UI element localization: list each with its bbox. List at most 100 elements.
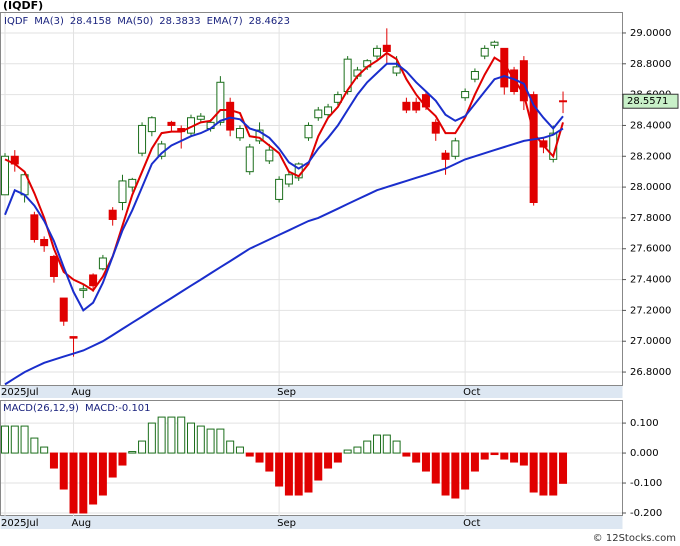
candle-body bbox=[226, 101, 235, 131]
y-tick-label: 27.0000 bbox=[630, 336, 671, 347]
legend-value: 28.4158 bbox=[70, 16, 111, 27]
y-tick-label: -0.100 bbox=[630, 478, 662, 489]
legend-value: 28.4623 bbox=[249, 16, 290, 27]
macd-bar bbox=[294, 452, 303, 496]
y-tick-label: 0.100 bbox=[630, 418, 659, 429]
macd-bar bbox=[284, 452, 293, 496]
candle-body bbox=[40, 238, 49, 247]
candle-body bbox=[128, 178, 137, 188]
y-tick-label: 27.6000 bbox=[630, 244, 671, 255]
macd-bar bbox=[40, 446, 49, 454]
macd-bar bbox=[529, 452, 538, 493]
y-tick-label: 28.2000 bbox=[630, 151, 671, 162]
macd-bar bbox=[1, 425, 9, 454]
candle-body bbox=[98, 257, 107, 270]
date-strip bbox=[0, 516, 623, 529]
macd-bar bbox=[314, 452, 323, 481]
candle-body bbox=[382, 44, 391, 52]
candle-body bbox=[559, 100, 568, 103]
candle-body bbox=[69, 336, 78, 339]
macd-bar bbox=[431, 452, 440, 484]
y-tick-label: 26.8000 bbox=[630, 367, 671, 378]
macd-bar bbox=[549, 452, 558, 496]
candle-body bbox=[167, 121, 176, 126]
macd-bar bbox=[480, 452, 489, 460]
candle-body bbox=[490, 41, 499, 46]
ma-line bbox=[4, 51, 564, 292]
macd-bar bbox=[167, 416, 176, 454]
watermark: © 12Stocks.com bbox=[593, 533, 676, 544]
y-tick-label: 29.0000 bbox=[630, 28, 671, 39]
macd-bar bbox=[59, 452, 68, 490]
y-tick-label: 27.2000 bbox=[630, 305, 671, 316]
x-tick-label: Aug bbox=[72, 387, 92, 398]
macd-bar bbox=[235, 446, 244, 454]
macd-bar bbox=[30, 437, 39, 454]
x-tick-label: Aug bbox=[72, 518, 92, 529]
chart-title: (IQDF) bbox=[3, 0, 43, 12]
macd-title: MACD(26,12,9) bbox=[3, 403, 79, 414]
candle-body bbox=[108, 209, 117, 220]
macd-bar bbox=[128, 451, 137, 454]
macd-bar bbox=[118, 452, 127, 466]
candle-body bbox=[89, 274, 98, 287]
macd-bar bbox=[470, 452, 479, 472]
x-tick-label: 2025Jul bbox=[1, 518, 39, 529]
macd-bar bbox=[519, 452, 528, 466]
x-tick-label: Oct bbox=[463, 387, 480, 398]
candle-body bbox=[324, 106, 333, 116]
macd-bar bbox=[304, 452, 313, 493]
macd-bar bbox=[79, 452, 88, 514]
candle-body bbox=[441, 152, 450, 160]
macd-bar bbox=[402, 452, 411, 457]
macd-bar bbox=[510, 452, 519, 463]
candle-body bbox=[138, 124, 147, 154]
macd-bar bbox=[196, 425, 205, 454]
macd-value: MACD:-0.101 bbox=[85, 403, 151, 414]
y-tick-label: 27.8000 bbox=[630, 213, 671, 224]
macd-bar bbox=[382, 434, 391, 454]
candle-body bbox=[255, 129, 264, 142]
last-price-box bbox=[622, 93, 679, 109]
candle-body bbox=[147, 117, 156, 133]
macd-bar bbox=[216, 428, 225, 454]
y-tick-label: -0.200 bbox=[630, 508, 662, 519]
candle-body bbox=[431, 121, 440, 134]
candle-body bbox=[59, 297, 68, 322]
y-tick-label: 27.4000 bbox=[630, 275, 671, 286]
macd-bar bbox=[539, 452, 548, 496]
macd-bar bbox=[177, 416, 186, 454]
date-strip bbox=[0, 386, 623, 398]
macd-bar bbox=[89, 452, 98, 505]
candle-body bbox=[392, 66, 401, 74]
candle-body bbox=[480, 47, 489, 57]
marks bbox=[1, 28, 568, 514]
macd-bar bbox=[255, 452, 264, 463]
macd-bar bbox=[324, 452, 333, 469]
legend-name: MA(3) bbox=[34, 16, 64, 27]
macd-bar bbox=[275, 452, 284, 487]
macd-bar bbox=[500, 452, 509, 460]
macd-bar bbox=[147, 422, 156, 454]
candle-body bbox=[333, 94, 342, 103]
macd-bar bbox=[20, 425, 29, 454]
macd-bar bbox=[49, 452, 58, 469]
candle-body bbox=[519, 60, 528, 102]
macd-bar bbox=[392, 440, 401, 454]
candle-body bbox=[470, 70, 479, 80]
y-tick-label: 28.8000 bbox=[630, 59, 671, 70]
candle-body bbox=[196, 115, 205, 120]
x-tick-label: Sep bbox=[277, 387, 296, 398]
macd-bar bbox=[412, 452, 421, 463]
ma-line bbox=[4, 127, 564, 386]
candle-body bbox=[412, 101, 421, 111]
macd-bar bbox=[187, 422, 196, 454]
candle-body bbox=[118, 180, 127, 204]
x-tick-label: Oct bbox=[463, 518, 480, 529]
legend-name: EMA(7) bbox=[207, 16, 243, 27]
macd-bar bbox=[10, 425, 19, 454]
macd-bar bbox=[265, 452, 274, 472]
macd-bar bbox=[333, 452, 342, 463]
macd-bar bbox=[490, 452, 499, 456]
